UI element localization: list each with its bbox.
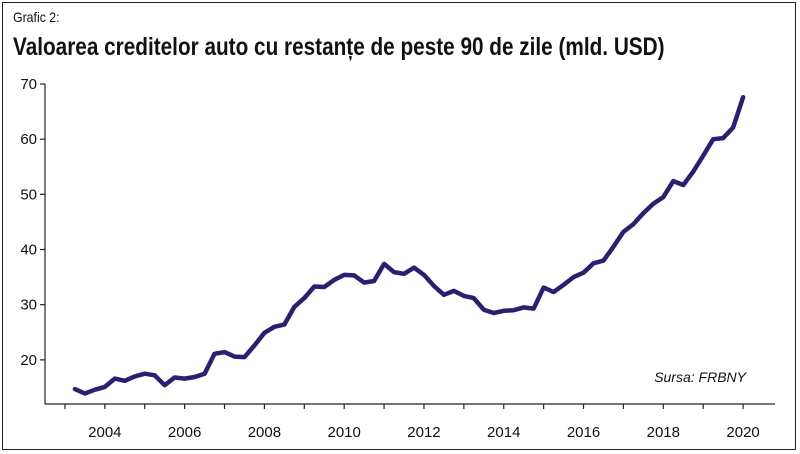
x-tick-label: 2020 [726, 424, 759, 441]
source-note: Sursa: FRBNY [654, 369, 747, 385]
y-tick-label: 30 [20, 297, 37, 314]
axes [44, 84, 775, 405]
chart-title: Valoarea creditelor auto cu restanțe de … [13, 33, 665, 61]
x-axis-ticks: 2004 2006 2008 2010 2012 2014 2016 2018 2020 [64, 404, 760, 441]
x-tick-label: 2018 [647, 424, 680, 441]
y-tick-label: 60 [20, 131, 37, 148]
x-tick-label: 2008 [248, 424, 281, 441]
x-tick-label: 2012 [407, 424, 440, 441]
y-tick-label: 70 [20, 76, 37, 93]
x-tick-label: 2010 [327, 424, 360, 441]
x-tick-label: 2014 [487, 424, 520, 441]
y-tick-label: 50 [20, 186, 37, 203]
x-tick-label: 2004 [88, 424, 121, 441]
y-axis-ticks: 20 30 40 50 60 70 [20, 76, 45, 369]
y-tick-label: 40 [20, 242, 37, 259]
chart-label: Grafic 2: [13, 9, 60, 25]
x-tick-label: 2006 [168, 424, 201, 441]
x-tick-label: 2016 [567, 424, 600, 441]
series-line [72, 94, 746, 396]
y-tick-label: 20 [20, 352, 37, 369]
